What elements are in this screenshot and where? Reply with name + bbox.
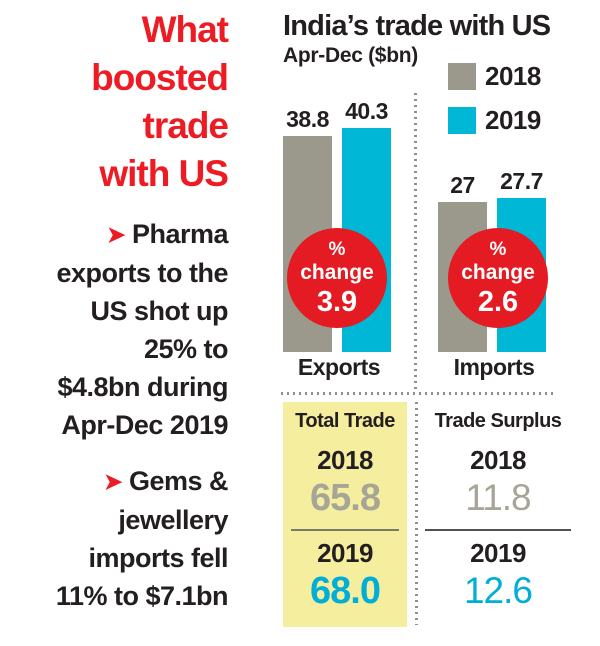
bullet-text: Gems & jewellery imports fell 11% to $7.…	[55, 466, 229, 611]
pct-symbol: %	[328, 238, 346, 260]
summary-value-2019: 68.0	[310, 570, 381, 612]
bullet-gems-imports: ➤ Gems & jewellery imports fell 11% to $7…	[0, 462, 229, 615]
pct-change-badge-imports: % change 2.6	[448, 228, 548, 328]
chart-title: India’s trade with US	[283, 10, 551, 42]
summary-year: 2019	[317, 538, 373, 568]
pct-word: change	[300, 260, 374, 284]
bullet-arrow-icon: ➤	[104, 469, 122, 494]
legend-label: 2019	[485, 104, 541, 135]
summary-header: Trade Surplus	[434, 410, 562, 432]
summary-year: 2018	[470, 445, 526, 475]
bar-value-exports-2019: 40.3	[345, 98, 388, 124]
dotted-divider-vertical	[414, 93, 417, 389]
chart-legend: 2018 2019	[448, 60, 541, 150]
summary-year: 2018	[317, 445, 373, 475]
legend-swatch-2018	[448, 62, 476, 90]
pct-value: 2.6	[477, 285, 519, 318]
legend-item-2019: 2019	[448, 104, 541, 135]
legend-swatch-2019	[448, 106, 476, 134]
bullet-arrow-icon: ➤	[107, 222, 125, 247]
summary-divider	[425, 529, 571, 531]
pct-change-badge-exports: % change 3.9	[287, 228, 387, 328]
bullet-text: Pharma exports to the US shot up 25% to …	[56, 219, 228, 440]
summary-panel-total-trade: Total Trade 2018 65.8 2019 68.0	[283, 402, 407, 627]
left-commentary-panel: What boosted trade with US ➤ Pharma expor…	[0, 6, 229, 615]
dotted-divider-vertical	[415, 402, 418, 625]
legend-item-2018: 2018	[448, 60, 541, 91]
summary-header: Total Trade	[295, 410, 395, 432]
bar-value-exports-2018: 38.8	[286, 106, 329, 132]
summary-value-2018: 65.8	[310, 477, 381, 519]
category-label-imports: Imports	[453, 354, 535, 380]
summary-value-2019: 12.6	[463, 570, 533, 611]
category-label-exports: Exports	[297, 354, 381, 380]
legend-label: 2018	[485, 60, 541, 91]
chart-subtitle: Apr-Dec ($bn)	[283, 44, 418, 67]
bar-value-imports-2019: 27.7	[500, 168, 543, 194]
summary-year: 2019	[470, 538, 526, 568]
dotted-divider-horizontal	[281, 392, 556, 395]
summary-divider	[291, 529, 399, 531]
bar-value-imports-2018: 27	[450, 172, 475, 198]
panel-headline: What boosted trade with US	[91, 9, 229, 194]
pct-symbol: %	[489, 238, 507, 260]
summary-value-2018: 11.8	[465, 477, 531, 518]
pct-value: 3.9	[316, 285, 358, 318]
summary-panel-trade-surplus: Trade Surplus 2018 11.8 2019 12.6	[420, 402, 576, 627]
bullet-pharma-exports: ➤ Pharma exports to the US shot up 25% to…	[0, 215, 228, 444]
pct-word: change	[461, 260, 535, 284]
